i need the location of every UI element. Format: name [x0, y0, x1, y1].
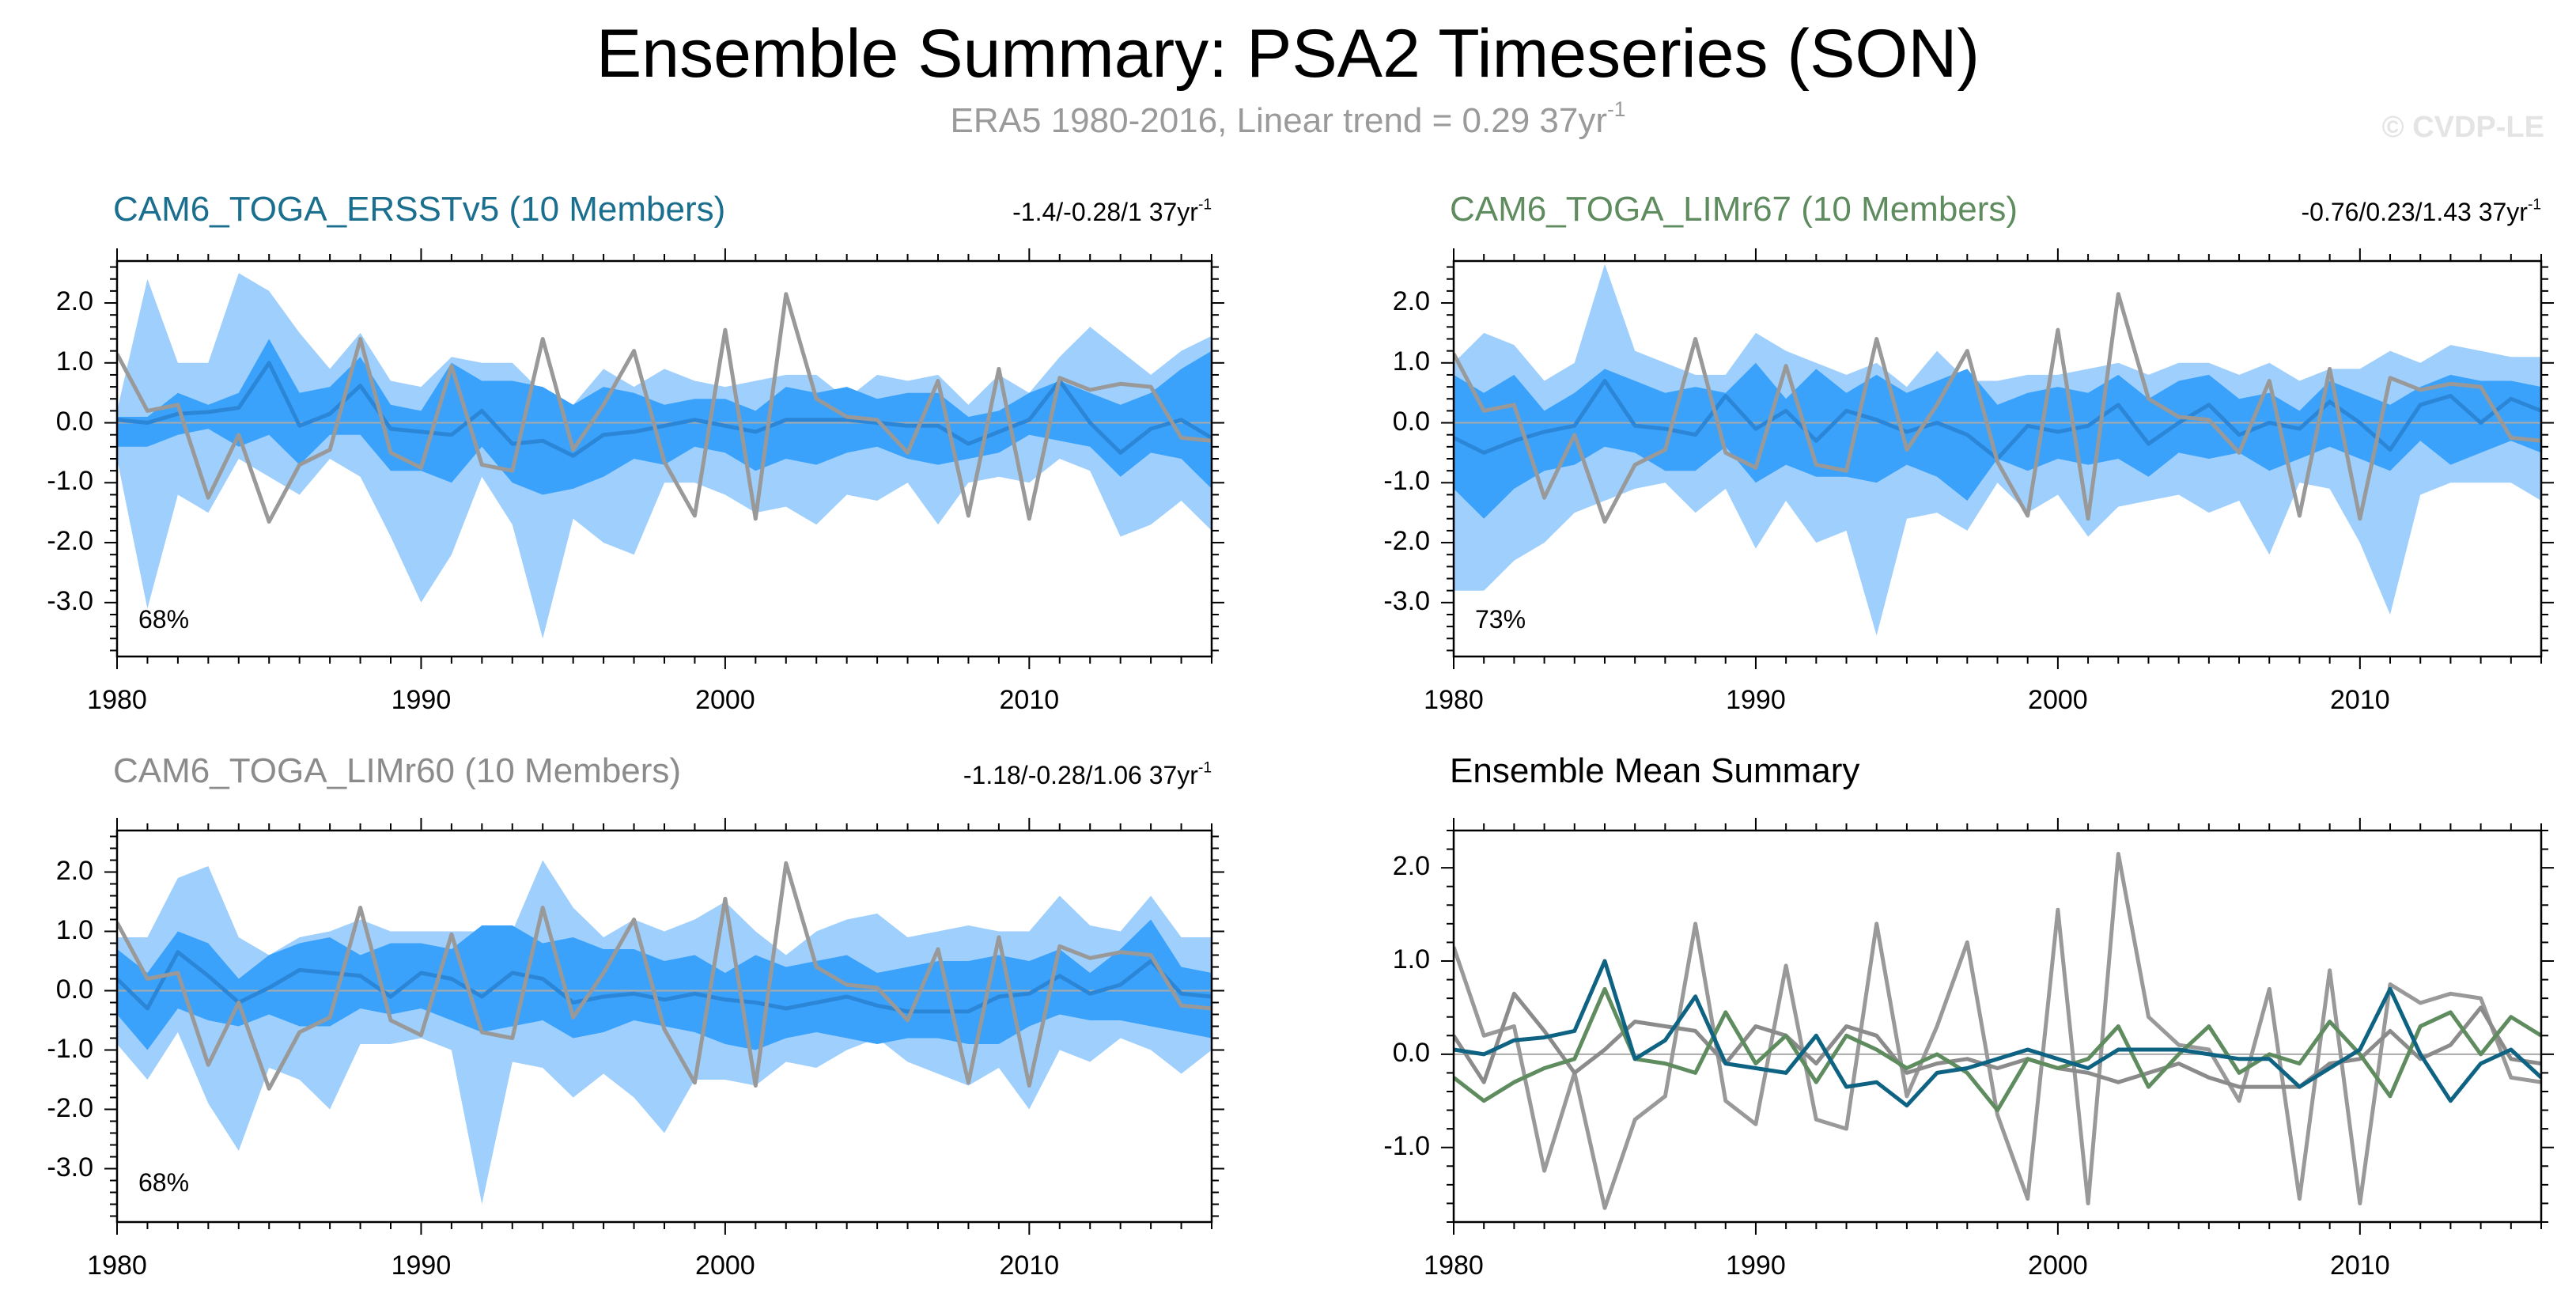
y-tick-label: -1.0 — [1383, 466, 1430, 497]
trend-values: -1.4/-0.28/1 37yr — [1012, 198, 1198, 226]
y-tick-label: 1.0 — [55, 346, 93, 376]
series-line-limr67 — [1454, 986, 2541, 1113]
plot-area — [1454, 852, 2541, 1210]
y-tick-label: 0.0 — [1392, 1037, 1430, 1068]
trend-unit-exponent: -1 — [1197, 759, 1212, 777]
y-tick-label: 1.0 — [1392, 346, 1430, 376]
x-tick-label: 2010 — [2330, 1251, 2390, 1281]
y-tick-label: 0.0 — [1392, 406, 1430, 437]
x-tick-label: 1990 — [391, 1251, 452, 1281]
y-tick-label: -2.0 — [1383, 526, 1430, 557]
y-tick-label: -3.0 — [1383, 585, 1430, 616]
x-tick-label: 1990 — [1726, 685, 1786, 715]
observed-line — [117, 292, 1212, 524]
x-tick-label: 1980 — [1424, 685, 1484, 715]
y-tick-label: -1.0 — [47, 1033, 93, 1064]
watermark: © CVDP-LE — [2381, 111, 2544, 144]
series-line-ersst — [1454, 959, 2541, 1108]
y-tick-label: 0.0 — [55, 406, 93, 437]
trend-label: -1.4/-0.28/1 37yr-1 — [1012, 198, 1212, 227]
inner-spread-band — [117, 919, 1212, 1050]
percent-label: 73% — [1475, 605, 1526, 634]
y-tick-label: -2.0 — [47, 526, 93, 557]
plot-area — [1454, 263, 2541, 636]
x-tick-label: 1990 — [1726, 1251, 1786, 1281]
inner-spread-band — [1454, 362, 2541, 519]
y-tick-label: 1.0 — [1392, 944, 1430, 974]
trend-unit-exponent: -1 — [1197, 196, 1212, 214]
x-tick-label: 2010 — [999, 685, 1060, 715]
x-tick-label: 2010 — [999, 1251, 1060, 1281]
subtitle: ERA5 1980-2016, Linear trend = 0.29 37yr… — [0, 99, 2576, 141]
inner-spread-band — [117, 339, 1212, 495]
y-tick-label: 2.0 — [55, 855, 93, 886]
y-tick-label: -3.0 — [47, 1152, 93, 1182]
x-tick-label: 1980 — [1424, 1251, 1484, 1281]
panel-title: Ensemble Mean Summary — [1450, 751, 1860, 790]
y-tick-label: 1.0 — [55, 914, 93, 945]
x-tick-label: 1990 — [391, 685, 452, 715]
trend-values: -1.18/-0.28/1.06 37yr — [963, 761, 1198, 789]
trend-values: -0.76/0.23/1.43 37yr — [2301, 198, 2528, 226]
trend-unit-exponent: -1 — [2527, 196, 2541, 214]
panel-4 — [1441, 818, 2554, 1235]
y-tick-label: -1.0 — [1383, 1130, 1430, 1161]
x-tick-label: 2000 — [695, 685, 755, 715]
x-tick-label: 1980 — [87, 1251, 147, 1281]
x-tick-label: 1980 — [87, 685, 147, 715]
ensemble-mean-line — [117, 361, 1212, 458]
plot-area — [117, 860, 1212, 1205]
series-line-limr60 — [1454, 991, 2541, 1089]
panel-1 — [104, 248, 1224, 669]
x-tick-label: 2000 — [2028, 1251, 2088, 1281]
trend-label: -0.76/0.23/1.43 37yr-1 — [2302, 198, 2541, 227]
panel-2 — [1441, 248, 2554, 669]
panel-title: CAM6_TOGA_LIMr60 (10 Members) — [113, 751, 682, 790]
y-tick-label: -3.0 — [47, 585, 93, 616]
panel-title: CAM6_TOGA_ERSSTv5 (10 Members) — [113, 190, 726, 229]
series-line-obs — [1454, 852, 2541, 1210]
panel-3 — [104, 818, 1224, 1235]
x-tick-label: 2010 — [2330, 685, 2390, 715]
y-tick-label: -2.0 — [47, 1092, 93, 1123]
percent-label: 68% — [138, 1168, 190, 1197]
ensemble-mean-line — [117, 950, 1212, 1014]
panel-title: CAM6_TOGA_LIMr67 (10 Members) — [1450, 190, 2018, 229]
y-tick-label: 2.0 — [55, 286, 93, 317]
page-title: Ensemble Summary: PSA2 Timeseries (SON) — [596, 16, 1980, 92]
plot-area — [117, 273, 1212, 639]
plot-frame — [1452, 829, 2543, 1224]
y-tick-label: 2.0 — [1392, 851, 1430, 882]
subtitle-unit-exponent: -1 — [1607, 97, 1626, 122]
subtitle-text: ERA5 1980-2016, Linear trend = 0.29 37yr — [950, 101, 1607, 140]
y-tick-label: -1.0 — [47, 466, 93, 497]
y-tick-label: 2.0 — [1392, 286, 1430, 317]
y-tick-label: 0.0 — [55, 974, 93, 1005]
trend-label: -1.18/-0.28/1.06 37yr-1 — [963, 761, 1212, 790]
x-tick-label: 2000 — [695, 1251, 755, 1281]
observed-line — [1454, 292, 2541, 524]
observed-line — [117, 861, 1212, 1091]
percent-label: 68% — [138, 605, 190, 634]
x-tick-label: 2000 — [2028, 685, 2088, 715]
